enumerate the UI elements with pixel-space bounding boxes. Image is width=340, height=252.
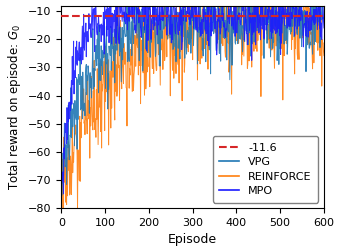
X-axis label: Episode: Episode (168, 233, 217, 246)
Y-axis label: Total reward on episode: $G_0$: Total reward on episode: $G_0$ (5, 24, 22, 190)
Legend: -11.6, VPG, REINFORCE, MPO: -11.6, VPG, REINFORCE, MPO (212, 136, 318, 203)
